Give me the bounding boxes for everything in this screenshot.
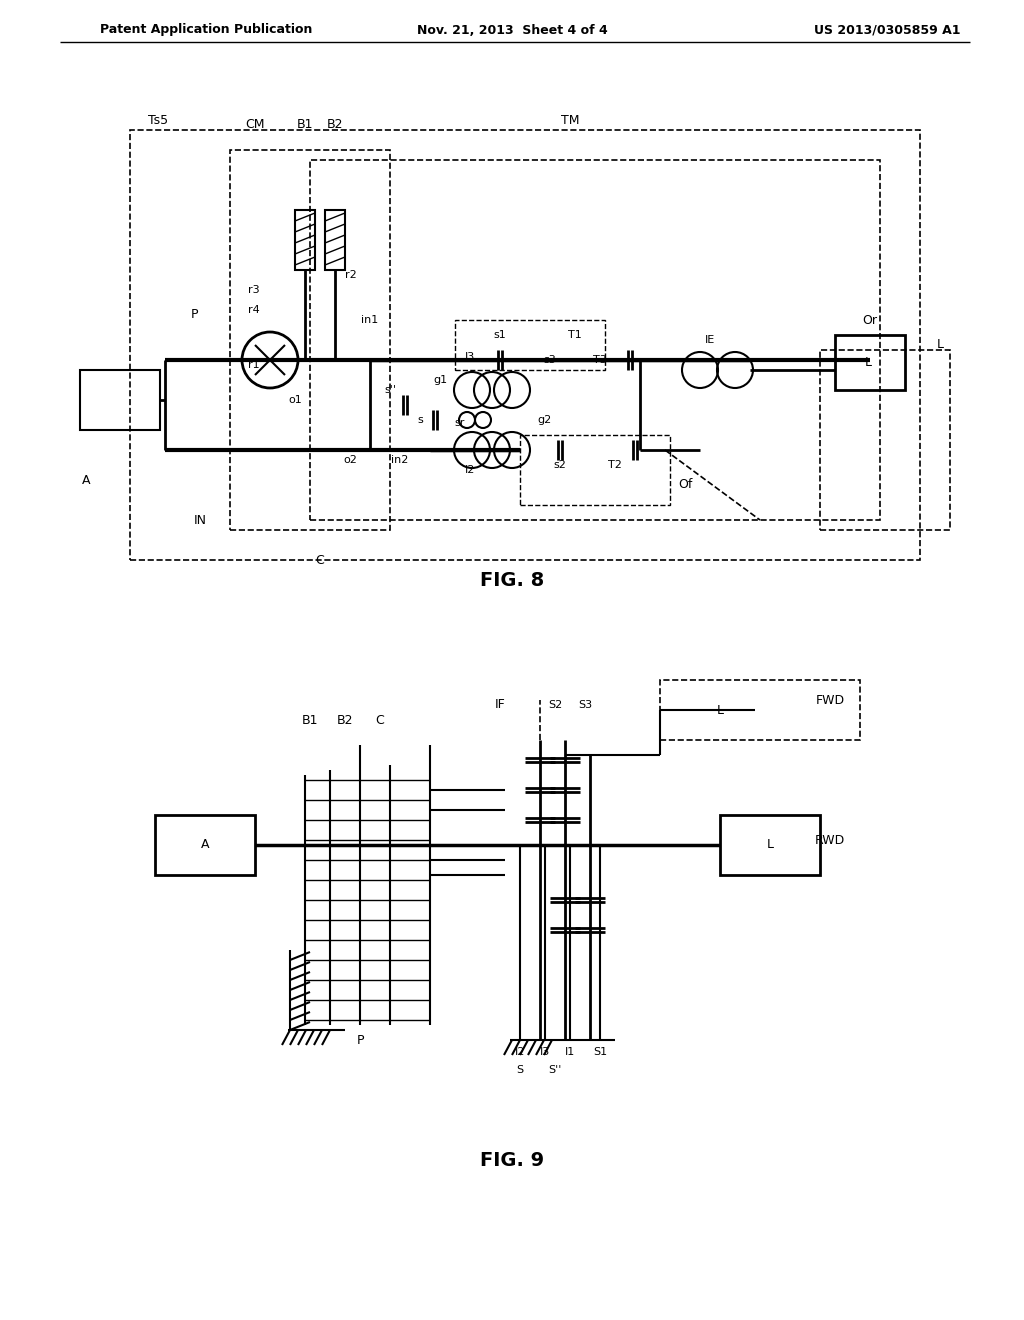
Text: T3: T3 <box>593 355 607 366</box>
Text: IF: IF <box>495 698 506 711</box>
Text: T1: T1 <box>568 330 582 341</box>
Bar <box>455 319 605 370</box>
Text: r3: r3 <box>248 285 260 294</box>
Text: FWD: FWD <box>815 693 845 706</box>
Text: L: L <box>717 704 724 717</box>
Text: T2: T2 <box>608 459 622 470</box>
Text: IE: IE <box>705 335 715 345</box>
Bar <box>80 370 160 430</box>
Text: IN: IN <box>194 513 207 527</box>
Text: P: P <box>191 309 199 322</box>
Bar <box>660 680 860 741</box>
Text: RWD: RWD <box>815 833 845 846</box>
Text: r1: r1 <box>248 360 260 370</box>
Text: L: L <box>937 338 943 351</box>
Text: I3: I3 <box>540 1047 550 1057</box>
Text: s: s <box>417 414 423 425</box>
Text: P: P <box>356 1034 364 1047</box>
Bar <box>325 210 345 271</box>
Text: FIG. 8: FIG. 8 <box>480 570 544 590</box>
Text: I3: I3 <box>465 352 475 362</box>
Text: S'': S'' <box>548 1065 562 1074</box>
Text: s1: s1 <box>494 330 507 341</box>
Text: o2: o2 <box>343 455 357 465</box>
Text: r2: r2 <box>345 271 356 280</box>
Text: sr: sr <box>455 418 465 428</box>
Bar <box>835 335 905 389</box>
Text: B2: B2 <box>337 714 353 726</box>
Text: B2: B2 <box>327 119 343 132</box>
Text: Nov. 21, 2013  Sheet 4 of 4: Nov. 21, 2013 Sheet 4 of 4 <box>417 24 607 37</box>
Bar <box>310 160 880 520</box>
Text: g1: g1 <box>433 375 447 385</box>
Text: I2: I2 <box>465 465 475 475</box>
Text: g2: g2 <box>538 414 552 425</box>
Text: in1: in1 <box>361 315 379 325</box>
Bar <box>295 210 315 271</box>
Text: s3: s3 <box>544 355 556 366</box>
Bar <box>130 129 920 560</box>
Text: I2: I2 <box>515 1047 525 1057</box>
Bar <box>820 350 950 531</box>
Text: A: A <box>201 838 209 851</box>
Bar <box>230 150 390 531</box>
Text: TM: TM <box>561 114 580 127</box>
Text: s2: s2 <box>554 459 566 470</box>
Text: C: C <box>376 714 384 726</box>
Text: FIG. 9: FIG. 9 <box>480 1151 544 1170</box>
Text: S1: S1 <box>593 1047 607 1057</box>
Text: S3: S3 <box>578 700 592 710</box>
Text: L: L <box>767 838 773 851</box>
Text: B1: B1 <box>302 714 318 726</box>
Text: A: A <box>82 474 90 487</box>
Text: s'': s'' <box>384 385 396 395</box>
Text: S2: S2 <box>548 700 562 710</box>
Text: o1: o1 <box>288 395 302 405</box>
Text: S: S <box>516 1065 523 1074</box>
Text: L: L <box>864 355 871 368</box>
Text: I1: I1 <box>565 1047 575 1057</box>
Bar <box>155 814 255 875</box>
Text: US 2013/0305859 A1: US 2013/0305859 A1 <box>813 24 961 37</box>
Text: CM: CM <box>246 119 265 132</box>
Text: C: C <box>315 553 325 566</box>
Text: Ts5: Ts5 <box>148 114 168 127</box>
Text: Of: Of <box>678 479 692 491</box>
Bar <box>520 436 670 506</box>
Bar <box>720 814 820 875</box>
Text: in2: in2 <box>391 455 409 465</box>
Text: Or: Or <box>862 314 878 326</box>
Text: B1: B1 <box>297 119 313 132</box>
Text: r4: r4 <box>248 305 260 315</box>
Text: Patent Application Publication: Patent Application Publication <box>100 24 312 37</box>
